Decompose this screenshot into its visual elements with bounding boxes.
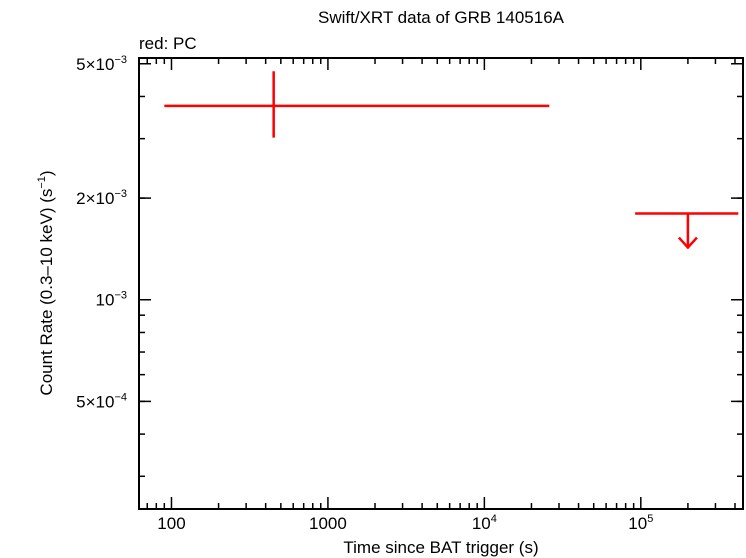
y-tick-label: 5×10−4	[76, 391, 127, 411]
y-tick-label-base: 5×10	[76, 392, 114, 411]
y-tick-label-base: 2×10	[76, 189, 114, 208]
y-tick-label: 2×10−3	[76, 188, 127, 208]
y-axis-label-main: Count Rate (0.3–10 keV) (s	[37, 189, 56, 396]
x-tick-label: 1000	[309, 514, 347, 533]
x-tick-label-base: 100	[157, 514, 185, 533]
series-layer	[164, 71, 739, 250]
plot-frame	[138, 57, 744, 510]
chart-title: Swift/XRT data of GRB 140516A	[318, 8, 565, 27]
x-tick-label: 105	[628, 513, 653, 533]
y-axis-label: Count Rate (0.3–10 keV) (s−1)	[36, 170, 56, 395]
x-tick-label-base: 10	[472, 514, 491, 533]
y-tick-label-base: 10	[96, 291, 115, 310]
x-tick-label: 100	[157, 514, 185, 533]
y-tick-label-exponent: −3	[114, 188, 127, 200]
chart-subtitle: red: PC	[139, 34, 197, 53]
y-tick-label-exponent: −3	[114, 54, 127, 66]
y-axis-label-end: )	[37, 170, 56, 176]
x-tick-label-base: 10	[628, 514, 647, 533]
y-tick-label-exponent: −4	[114, 391, 127, 403]
y-tick-label-exponent: −3	[114, 290, 127, 302]
y-tick-label: 5×10−3	[76, 54, 127, 74]
x-tick-label-exponent: 4	[491, 513, 497, 525]
y-axis-ticks: 5×10−32×10−310−35×10−4	[76, 54, 743, 411]
y-tick-label: 10−3	[96, 290, 127, 310]
x-tick-label: 104	[472, 513, 497, 533]
y-axis-label-exponent: −1	[36, 176, 48, 189]
upper-limit-arrow-head	[677, 236, 698, 250]
x-axis-label: Time since BAT trigger (s)	[343, 538, 538, 557]
minor-ticks	[139, 58, 743, 509]
x-tick-label-base: 1000	[309, 514, 347, 533]
data-point	[164, 71, 550, 138]
x-axis-ticks: 100 1000 104 105	[157, 58, 653, 533]
x-tick-label-exponent: 5	[647, 513, 653, 525]
y-tick-label-base: 5×10	[76, 55, 114, 74]
upper-limit-point	[635, 212, 739, 250]
